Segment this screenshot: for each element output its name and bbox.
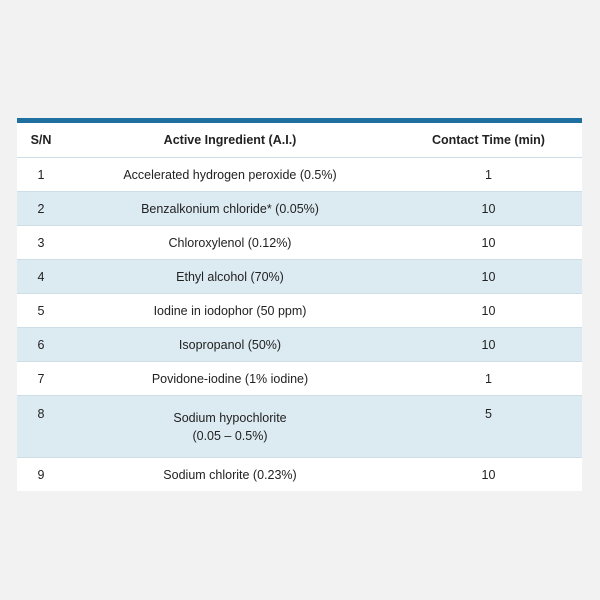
table-header-row: S/N Active Ingredient (A.I.) Contact Tim… bbox=[17, 123, 582, 158]
row-ingredient: Iodine in iodophor (50 ppm) bbox=[65, 293, 395, 328]
row-contact-time: 10 bbox=[395, 293, 582, 328]
row-ingredient: Povidone-iodine (1% iodine) bbox=[65, 361, 395, 396]
disinfectant-table: S/N Active Ingredient (A.I.) Contact Tim… bbox=[17, 118, 582, 491]
row-contact-time: 10 bbox=[395, 327, 582, 362]
row-contact-time: 10 bbox=[395, 259, 582, 294]
row-sn: 1 bbox=[17, 157, 65, 192]
row-sn: 8 bbox=[17, 395, 65, 458]
row-sn: 6 bbox=[17, 327, 65, 362]
table-row: 5 Iodine in iodophor (50 ppm) 10 bbox=[17, 293, 582, 328]
row-contact-time: 10 bbox=[395, 225, 582, 260]
row-ingredient-line1: Sodium hypochlorite bbox=[173, 410, 287, 425]
row-ingredient: Ethyl alcohol (70%) bbox=[65, 259, 395, 294]
row-sn: 5 bbox=[17, 293, 65, 328]
table-row: 3 Chloroxylenol (0.12%) 10 bbox=[17, 225, 582, 260]
row-ingredient: Sodium hypochlorite (0.05 – 0.5%) bbox=[65, 395, 395, 458]
row-ingredient: Chloroxylenol (0.12%) bbox=[65, 225, 395, 260]
row-ingredient: Sodium chlorite (0.23%) bbox=[163, 467, 297, 482]
header-sn: S/N bbox=[17, 123, 65, 158]
table-row: 4 Ethyl alcohol (70%) 10 bbox=[17, 259, 582, 294]
table-row: 2 Benzalkonium chloride* (0.05%) 10 bbox=[17, 191, 582, 226]
table-row: 8 Sodium hypochlorite (0.05 – 0.5%) 5 bbox=[17, 395, 582, 458]
table-row: 6 Isopropanol (50%) 10 bbox=[17, 327, 582, 362]
header-active-ingredient: Active Ingredient (A.I.) bbox=[65, 123, 395, 158]
row-sn: 2 bbox=[17, 191, 65, 226]
contact-time-table: S/N Active Ingredient (A.I.) Contact Tim… bbox=[17, 123, 582, 491]
row-sn: 4 bbox=[17, 259, 65, 294]
row-contact-time: 1 bbox=[395, 361, 582, 396]
row-contact-time: 10 bbox=[395, 191, 582, 226]
row-ingredient-line2: (0.05 – 0.5%) bbox=[192, 428, 268, 443]
table-row: 9 Sodium chlorite (0.23%) 10 bbox=[17, 458, 582, 492]
row-sn: 7 bbox=[17, 361, 65, 396]
row-contact-time: 5 bbox=[395, 395, 582, 458]
row-contact-time: 1 bbox=[395, 157, 582, 192]
table-row: 1 Accelerated hydrogen peroxide (0.5%) 1 bbox=[17, 157, 582, 192]
row-sn: 9 bbox=[37, 467, 45, 482]
row-ingredient: Isopropanol (50%) bbox=[65, 327, 395, 362]
row-contact-time: 10 bbox=[481, 467, 496, 482]
row-ingredient: Benzalkonium chloride* (0.05%) bbox=[65, 191, 395, 226]
row-ingredient: Accelerated hydrogen peroxide (0.5%) bbox=[65, 157, 395, 192]
header-contact-time: Contact Time (min) bbox=[395, 123, 582, 158]
table-row: 7 Povidone-iodine (1% iodine) 1 bbox=[17, 361, 582, 396]
row-sn: 3 bbox=[17, 225, 65, 260]
